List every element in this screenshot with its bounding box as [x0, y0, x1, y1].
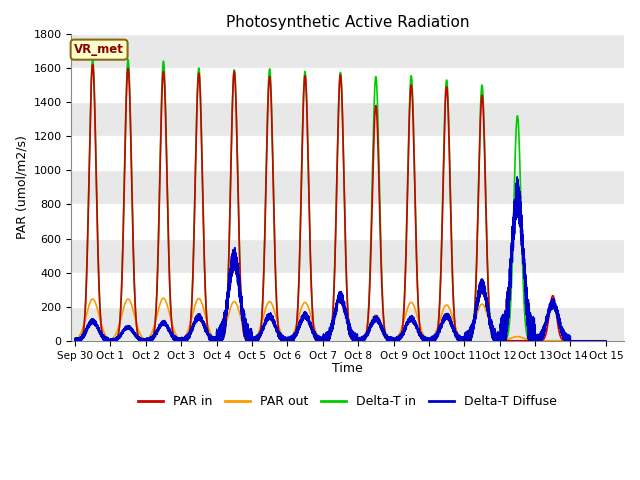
X-axis label: Time: Time [332, 362, 363, 375]
Title: Photosynthetic Active Radiation: Photosynthetic Active Radiation [226, 15, 469, 30]
Text: VR_met: VR_met [74, 43, 124, 56]
Bar [72, 136, 623, 170]
Bar [72, 273, 623, 307]
Legend: PAR in, PAR out, Delta-T in, Delta-T Diffuse: PAR in, PAR out, Delta-T in, Delta-T Dif… [133, 390, 561, 413]
Bar [72, 68, 623, 102]
Y-axis label: PAR (umol/m2/s): PAR (umol/m2/s) [15, 135, 28, 240]
Bar [72, 204, 623, 239]
